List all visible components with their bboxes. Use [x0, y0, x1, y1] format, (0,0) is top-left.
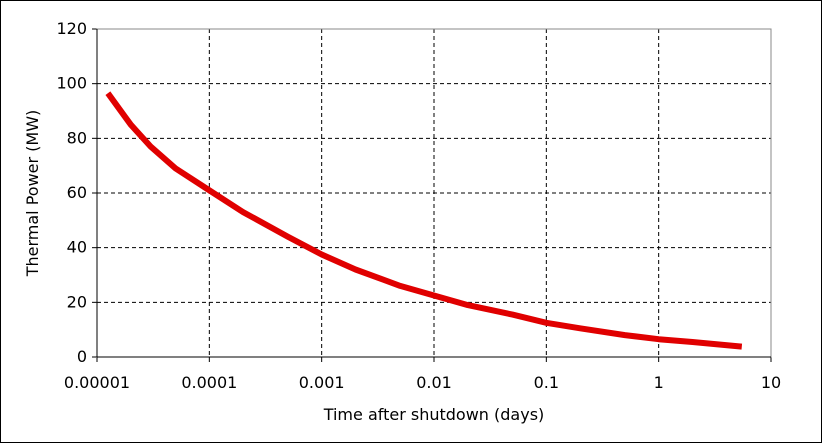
- x-tick-label: 0.1: [534, 373, 559, 392]
- y-tick-label: 60: [67, 183, 87, 202]
- y-tick-label: 20: [67, 292, 87, 311]
- y-tick-label: 120: [56, 19, 87, 38]
- y-tick-label: 100: [56, 74, 87, 93]
- thermal-power-series-line: [105, 91, 743, 350]
- x-tick-label: 10: [761, 373, 781, 392]
- grid-lines: [97, 28, 772, 357]
- x-axis-title: Time after shutdown (days): [323, 405, 545, 424]
- tick-labels: 0 20 40 60 80 100 120 0.00001 0.0001 0.001 0.01 0.1…: [56, 19, 781, 392]
- axes: [92, 28, 772, 362]
- x-tick-label: 1: [654, 373, 664, 392]
- series-layer: [105, 91, 743, 350]
- x-tick-label: 0.0001: [181, 373, 237, 392]
- y-tick-label: 40: [67, 238, 87, 257]
- y-tick-label: 80: [67, 128, 87, 147]
- x-tick-label: 0.01: [416, 373, 452, 392]
- x-tick-label: 0.001: [299, 373, 345, 392]
- y-tick-label: 0: [77, 347, 87, 366]
- y-axis-title: Thermal Power (MW): [23, 110, 42, 278]
- x-tick-label: 0.00001: [64, 373, 130, 392]
